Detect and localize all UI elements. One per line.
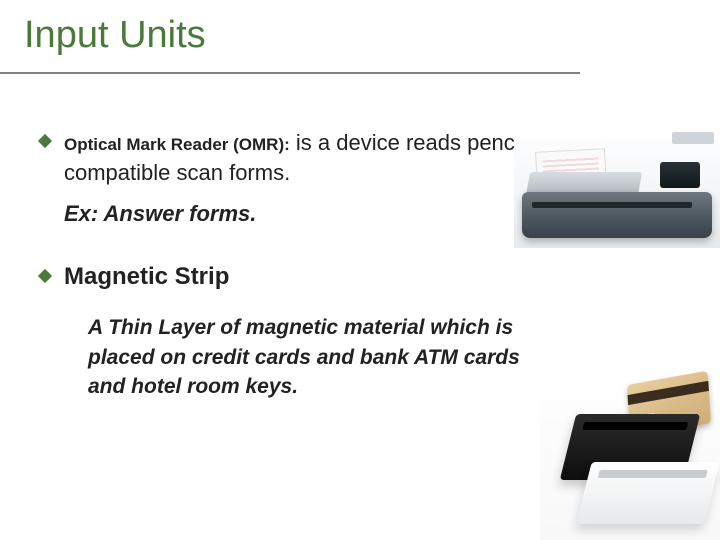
diamond-bullet-icon <box>38 134 52 148</box>
bullet-magnetic: Magnetic Strip <box>40 263 670 291</box>
omr-label: Optical Mark Reader (OMR): <box>64 135 290 154</box>
title-underline <box>0 72 580 74</box>
scanner-slot <box>532 202 692 208</box>
diamond-bullet-icon <box>38 269 52 283</box>
omr-scanner-image <box>514 128 720 248</box>
magnetic-label: Magnetic Strip <box>64 263 229 291</box>
slide: Input Units Optical Mark Reader (OMR): i… <box>0 0 720 540</box>
card-reader-white <box>576 462 719 524</box>
scanner-display <box>660 162 700 188</box>
magnetic-description: A Thin Layer of magnetic material which … <box>88 313 528 401</box>
slide-title: Input Units <box>24 14 206 57</box>
scanner-brand-plate <box>672 132 714 144</box>
magstripe-reader-image <box>540 360 720 540</box>
scanner-body <box>522 192 712 238</box>
